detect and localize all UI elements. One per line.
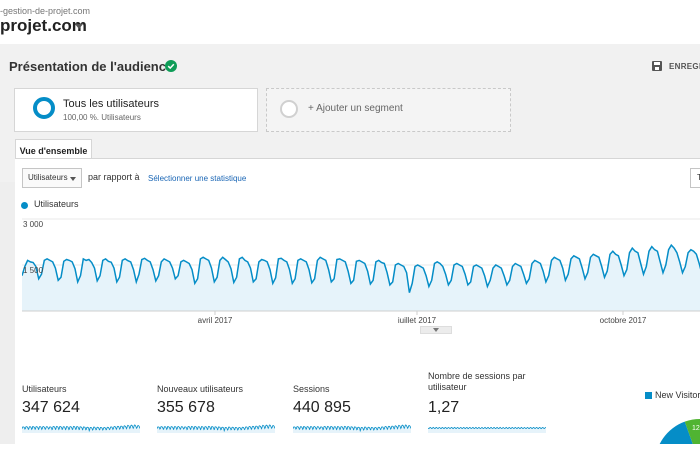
sparkline-line bbox=[428, 426, 546, 430]
report-header: Présentation de l'audience ENREGIS bbox=[0, 44, 700, 86]
check-circle-icon bbox=[165, 60, 177, 72]
time-granularity-button[interactable]: T bbox=[690, 168, 700, 188]
segment-percentage: 100,00 %. Utilisateurs bbox=[63, 113, 141, 122]
users-timeline-chart[interactable]: 3 000 1 500 avril 2017 juillet 2017 octobre … bbox=[22, 215, 700, 323]
legend-label[interactable]: Utilisateurs bbox=[34, 199, 79, 209]
compare-label: par rapport à bbox=[88, 172, 140, 182]
property-header: -gestion-de-projet.com projet.com bbox=[0, 0, 700, 44]
sparkline-line bbox=[293, 424, 411, 433]
save-button[interactable]: ENREGIS bbox=[669, 62, 700, 71]
select-metric-link[interactable]: Sélectionner une statistique bbox=[148, 174, 247, 183]
metric-dropdown-value: Utilisateurs bbox=[28, 173, 68, 182]
metric-sparkline bbox=[428, 426, 546, 433]
metric-users[interactable]: Utilisateurs 347 624 bbox=[15, 349, 150, 439]
pie-legend-swatch bbox=[645, 392, 652, 399]
chevron-down-icon bbox=[433, 328, 439, 332]
sparkline-line bbox=[22, 424, 140, 433]
pie-slice-new-visitor[interactable] bbox=[655, 421, 700, 444]
metric-label: Nouveaux utilisateurs bbox=[157, 384, 244, 394]
metric-value: 440 895 bbox=[293, 399, 351, 416]
metric-value: 347 624 bbox=[22, 399, 80, 416]
legend-dot bbox=[21, 202, 28, 209]
add-segment-label: + Ajouter un segment bbox=[308, 103, 403, 114]
property-selector[interactable]: projet.com bbox=[0, 16, 87, 35]
site-url: -gestion-de-projet.com bbox=[0, 6, 91, 16]
metric-sparkline bbox=[22, 424, 140, 433]
segment-card[interactable]: Tous les utilisateurs 100,00 %. Utilisat… bbox=[14, 88, 258, 132]
pie-legend-label[interactable]: New Visitor bbox=[655, 390, 700, 400]
metric-sparkline bbox=[157, 424, 275, 433]
metric-label: Utilisateurs bbox=[22, 384, 67, 394]
metric-new-users[interactable]: Nouveaux utilisateurs 355 678 bbox=[150, 349, 285, 439]
y-tick-label: 1 500 bbox=[23, 266, 44, 275]
sparkline-line bbox=[157, 424, 275, 433]
chevron-down-icon[interactable] bbox=[75, 24, 83, 29]
floppy-disk-icon[interactable] bbox=[652, 61, 662, 71]
metric-sessions[interactable]: Sessions 440 895 bbox=[286, 349, 421, 439]
sparkline-area bbox=[157, 424, 275, 433]
x-tick-label: octobre 2017 bbox=[600, 316, 647, 323]
visitor-type-pie[interactable]: 12 bbox=[640, 404, 700, 444]
add-segment-circle-icon bbox=[280, 100, 298, 118]
metric-value: 1,27 bbox=[428, 399, 460, 416]
chevron-down-icon bbox=[70, 177, 76, 181]
segment-ring-icon bbox=[33, 97, 55, 119]
sparkline-area bbox=[22, 424, 140, 433]
series-line bbox=[22, 243, 700, 293]
metric-value: 355 678 bbox=[157, 399, 215, 416]
series-area bbox=[22, 245, 700, 311]
x-tick-label: avril 2017 bbox=[198, 316, 233, 323]
report-area: Présentation de l'audience ENREGIS Tous … bbox=[0, 44, 700, 449]
metric-sparkline bbox=[293, 424, 411, 433]
y-tick-label: 3 000 bbox=[23, 220, 44, 229]
pie-slice-label: 12 bbox=[692, 425, 700, 432]
x-tick-label: juillet 2017 bbox=[397, 316, 437, 323]
segment-name: Tous les utilisateurs bbox=[63, 98, 159, 110]
metric-label: Sessions bbox=[293, 384, 330, 394]
page-title: Présentation de l'audience bbox=[9, 59, 174, 74]
metric-sessions-per-user[interactable]: Nombre de sessions par utilisateur 1,27 bbox=[421, 349, 556, 439]
metric-label: Nombre de sessions par utilisateur bbox=[428, 371, 526, 392]
add-segment-button[interactable]: + Ajouter un segment bbox=[266, 88, 511, 132]
overview-panel: Utilisateurs par rapport à Sélectionner … bbox=[15, 158, 700, 449]
metric-dropdown[interactable]: Utilisateurs bbox=[22, 168, 82, 188]
chart-collapse-handle[interactable] bbox=[420, 326, 452, 334]
sparkline-area bbox=[293, 424, 411, 433]
pie-slice-returning[interactable] bbox=[684, 419, 700, 444]
